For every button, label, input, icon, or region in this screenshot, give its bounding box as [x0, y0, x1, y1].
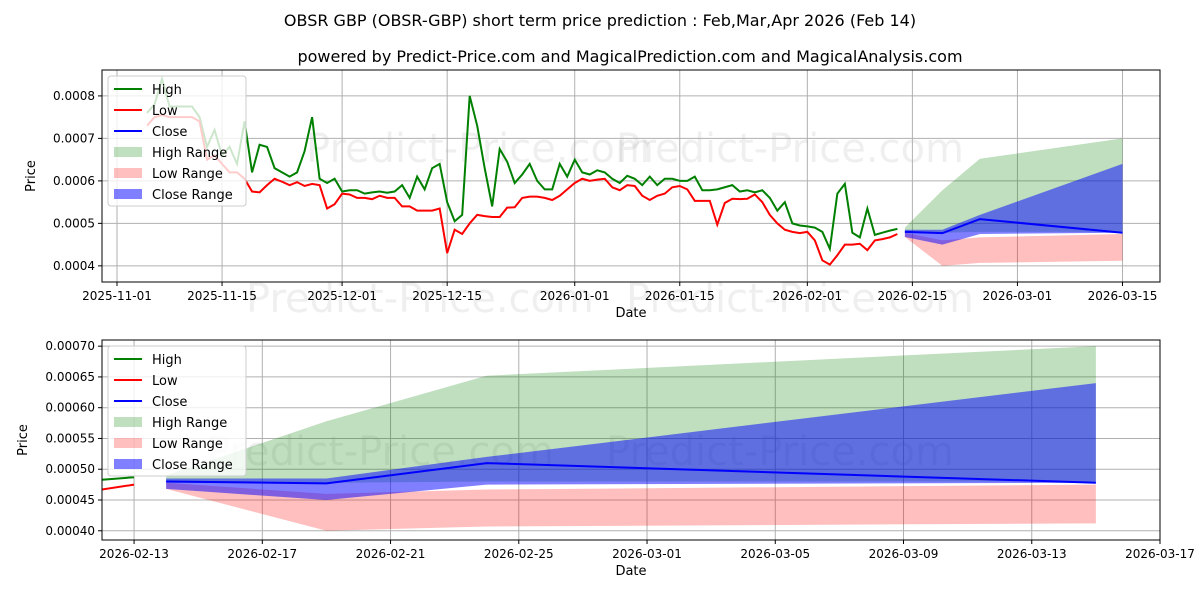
low-line — [146, 113, 898, 266]
legend-label: Low Range — [152, 437, 223, 452]
legend-label: Close Range — [152, 458, 233, 473]
y-tick-label: 0.00040 — [45, 524, 95, 538]
data-layer — [146, 75, 1123, 266]
y-axis-label: Price — [16, 424, 31, 456]
chart-title: OBSR GBP (OBSR-GBP) short term price pre… — [284, 11, 916, 30]
x-tick-label: 2026-02-21 — [356, 547, 426, 561]
legend-label: High Range — [152, 146, 227, 161]
x-tick-label: 2026-03-13 — [997, 547, 1067, 561]
legend-box — [107, 345, 247, 477]
legend-label: Low — [152, 374, 178, 389]
y-tick-label: 0.0004 — [53, 259, 95, 273]
legend-label: Low — [152, 104, 178, 119]
x-tick-label: 2026-03-17 — [1125, 547, 1195, 561]
watermark: Predict-Price.com — [616, 126, 964, 172]
close-line — [904, 218, 1123, 235]
axes-frame — [101, 339, 1161, 541]
y-tick-label: 0.00055 — [45, 431, 95, 445]
legend-label: High — [152, 353, 182, 368]
x-tick-label: 2026-01-01 — [540, 289, 610, 303]
plot-forecast: 2026-02-13 2026-02-17 2026-02-21 2026-02-25… — [16, 339, 1195, 579]
watermark: Predict-Price.com — [306, 126, 654, 172]
watermark: Predict-Price.com — [626, 276, 974, 322]
low-range-band — [904, 232, 1123, 266]
x-tick-label: 2026-02-01 — [772, 289, 842, 303]
axes-frame — [101, 69, 1161, 283]
y-tick-label: 0.0005 — [53, 216, 95, 230]
y-tick-label: 0.00060 — [45, 401, 95, 415]
legend-swatch — [114, 438, 142, 448]
x-tick-label: 2026-01-15 — [645, 289, 715, 303]
close-range-band — [904, 163, 1123, 245]
x-axis-label: Date — [615, 306, 646, 321]
x-tick-label: 2025-12-01 — [307, 289, 377, 303]
legend: High Low Close High Range Low Range Close Ran… — [107, 345, 247, 477]
legend-label: Close — [152, 395, 187, 410]
x-tick-label: 2025-11-01 — [82, 289, 152, 303]
legend-label: High Range — [152, 416, 227, 431]
legend-label: Close Range — [152, 188, 233, 203]
y-tick-label: 0.00050 — [45, 462, 95, 476]
legend-box — [107, 75, 247, 207]
legend-label: Close — [152, 125, 187, 140]
legend-swatch — [114, 147, 142, 157]
x-tick-label: 2026-02-15 — [878, 289, 948, 303]
y-tick-label: 0.0008 — [53, 89, 95, 103]
x-tick-label: 2026-03-01 — [612, 547, 682, 561]
y-tick-label: 0.0006 — [53, 174, 95, 188]
data-layer — [102, 346, 1096, 531]
x-tick-label: 2026-02-25 — [484, 547, 554, 561]
close-line — [166, 462, 1096, 485]
y-tick-label: 0.00045 — [45, 493, 95, 507]
x-tick-label: 2026-03-01 — [983, 289, 1053, 303]
watermark: Predict-Price.com — [246, 276, 594, 322]
legend-label: High — [152, 83, 182, 98]
legend-swatch — [114, 189, 142, 199]
x-tick-label: 2026-02-17 — [227, 547, 297, 561]
x-tick-label: 2026-02-13 — [99, 547, 169, 561]
legend-label: Low Range — [152, 167, 223, 182]
y-axis-label: Price — [24, 160, 39, 192]
legend-swatch — [114, 168, 142, 178]
x-tick-label: 2026-03-09 — [869, 547, 939, 561]
y-tick-label: 0.00065 — [45, 370, 95, 384]
y-tick-label: 0.00070 — [45, 339, 95, 353]
chart-subtitle: powered by Predict-Price.com and Magical… — [297, 47, 962, 66]
legend: High Low Close High Range Low Range Close Ran… — [107, 75, 247, 207]
high-line — [146, 75, 898, 253]
plot-full: 2025-11-01 2025-11-15 2025-12-01 2025-12-15… — [24, 69, 1161, 321]
legend-swatch — [114, 459, 142, 469]
x-tick-label: 2025-11-15 — [187, 289, 257, 303]
x-tick-label: 2026-03-15 — [1088, 289, 1158, 303]
x-tick-label: 2025-12-15 — [412, 289, 482, 303]
x-axis-label: Date — [615, 564, 646, 579]
y-tick-label: 0.0007 — [53, 131, 95, 145]
legend-swatch — [114, 417, 142, 427]
close-range-band — [166, 383, 1096, 500]
x-tick-label: 2026-03-05 — [740, 547, 810, 561]
low-range-band — [166, 482, 1096, 531]
